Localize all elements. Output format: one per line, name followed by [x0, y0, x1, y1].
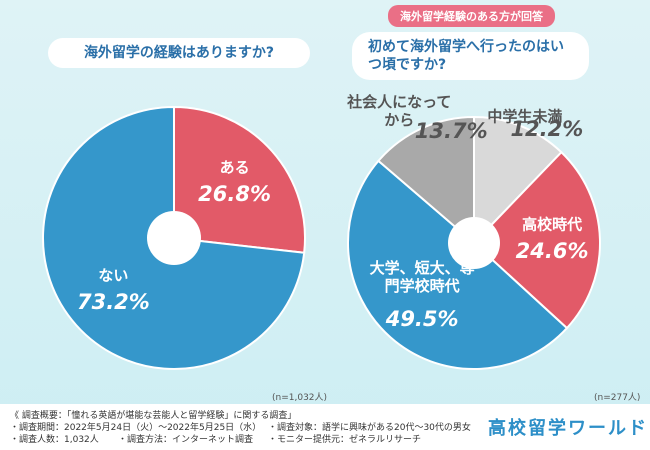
sample-note: (n=277人): [594, 393, 641, 403]
badge: 海外留学経験のある方が回答: [388, 5, 555, 27]
pie-slice: [347, 159, 569, 370]
chart-title: 海外留学の経験はありますか?: [48, 38, 310, 69]
value-label: 12.2%: [510, 116, 584, 141]
value-label: 49.5%: [385, 307, 459, 332]
footer-line: ・調査方法：インターネット調査: [118, 435, 254, 445]
value-label: 24.6%: [515, 238, 589, 263]
logo: 高校留学ワールド: [488, 418, 648, 439]
category-label: ない: [98, 266, 129, 285]
footer-line: ・調査対象：語学に興味がある20代～30代の男女: [268, 423, 471, 433]
footer-line: ・調査人数：1,032人: [10, 435, 99, 445]
footer-line: ・モニター提供元：ゼネラルリサーチ: [268, 435, 422, 445]
value-label: 73.2%: [76, 290, 150, 315]
sample-note: (n=1,032人): [272, 393, 328, 403]
chart-title: 初めて海外留学へ行ったのはいつ頃ですか?: [352, 32, 589, 81]
pie-slice: [377, 115, 475, 246]
donut-hole: [147, 211, 201, 265]
pie-slice: [473, 115, 563, 246]
value-label: 26.8%: [198, 181, 272, 206]
footer-band: [0, 404, 650, 450]
category-label: 高校時代: [522, 214, 583, 233]
pie-slice: [472, 150, 601, 330]
category-label: 大学、短大、専門学校時代: [369, 259, 475, 295]
category-label: ある: [219, 158, 250, 177]
value-label: 13.7%: [414, 119, 488, 144]
category-label: 社会人になってから: [347, 93, 452, 129]
category-label: 中学生未満: [487, 107, 563, 126]
footer-line: ・調査期間：2022年5月24日（火）～2022年5月25日（水）: [10, 423, 262, 433]
pie-slice: [173, 105, 306, 254]
footer-line: 《 調査概要：「憧れる英語が堪能な芸能人と留学経験」に関する調査」: [10, 411, 297, 421]
donut-hole: [448, 217, 500, 269]
